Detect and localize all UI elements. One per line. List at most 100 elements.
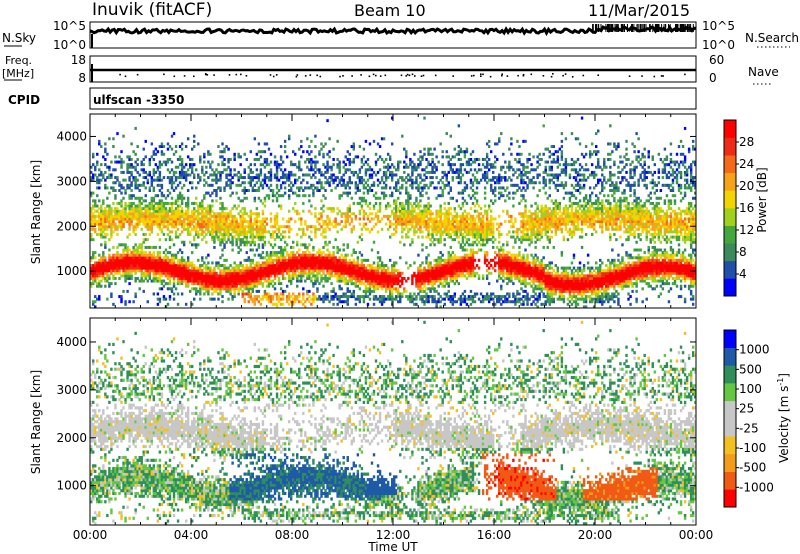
scatter-cell	[215, 225, 218, 229]
scatter-cell	[130, 264, 133, 268]
scatter-cell	[142, 220, 145, 224]
scatter-cell	[247, 176, 250, 180]
scatter-cell	[435, 155, 438, 159]
scatter-cell	[421, 248, 424, 252]
scatter-cell	[243, 168, 246, 172]
scatter-cell	[178, 220, 182, 224]
scatter-cell	[207, 284, 210, 288]
scatter-cell	[330, 189, 333, 192]
scatter-cell	[403, 178, 406, 182]
scatter-cell	[239, 279, 242, 283]
scatter-cell	[116, 269, 119, 273]
scatter-cell	[146, 279, 149, 283]
scatter-cell	[122, 225, 125, 229]
scatter-cell	[390, 297, 394, 301]
scatter-cell	[120, 266, 123, 270]
scatter-cell	[92, 271, 95, 275]
scatter-cell	[231, 287, 234, 291]
scatter-cell	[229, 157, 232, 161]
scatter-cell	[225, 227, 228, 231]
scatter-cell	[98, 295, 101, 299]
scatter-cell	[437, 258, 440, 262]
scatter-cell	[409, 295, 412, 299]
scatter-cell	[205, 225, 208, 229]
scatter-cell	[324, 266, 327, 270]
scatter-cell	[267, 269, 271, 273]
scatter-cell	[285, 284, 289, 288]
scatter-cell	[241, 266, 244, 270]
scatter-cell	[267, 279, 271, 283]
scatter-cell	[437, 297, 440, 301]
scatter-cell	[209, 217, 212, 221]
scatter-cell	[164, 217, 168, 221]
scatter-cell	[180, 165, 184, 169]
scatter-cell	[304, 256, 307, 260]
scatter-cell	[209, 274, 212, 278]
scatter-cell	[207, 150, 210, 154]
scatter-cell	[437, 238, 440, 242]
scatter-cell	[142, 258, 145, 262]
scatter-cell	[324, 253, 327, 257]
scatter-cell	[213, 227, 216, 231]
scatter-cell	[437, 209, 440, 213]
scatter-cell	[304, 305, 307, 309]
scatter-cell	[233, 279, 236, 283]
scatter-cell	[279, 163, 283, 167]
scatter-cell	[257, 289, 261, 293]
scatter-cell	[221, 264, 224, 268]
scatter-cell	[118, 155, 121, 159]
scatter-cell	[168, 276, 172, 280]
scatter-cell	[205, 269, 208, 273]
scatter-cell	[213, 235, 216, 239]
scatter-cell	[405, 150, 408, 154]
nave-point	[342, 75, 344, 77]
scatter-cell	[140, 217, 143, 221]
scatter-cell	[421, 214, 424, 218]
scatter-cell	[156, 214, 160, 218]
nave-point	[420, 75, 423, 77]
scatter-cell	[376, 279, 380, 283]
beam-title: Beam 10	[354, 1, 426, 20]
scatter-cell	[219, 279, 222, 283]
scatter-cell	[146, 178, 149, 182]
nave-point	[597, 74, 599, 76]
scatter-cell	[346, 181, 349, 185]
scatter-cell	[211, 279, 214, 283]
scatter-cell	[197, 220, 200, 224]
scatter-cell	[423, 204, 426, 208]
scatter-cell	[273, 238, 277, 242]
scatter-cell	[213, 214, 216, 218]
scatter-cell	[235, 271, 238, 275]
scatter-cell	[227, 227, 230, 231]
scatter-cell	[150, 176, 154, 180]
scatter-cell	[421, 271, 424, 275]
scatter-cell	[122, 289, 125, 293]
scatter-cell	[378, 271, 382, 275]
scatter-cell	[388, 271, 392, 275]
scatter-cell	[320, 276, 323, 280]
scatter-cell	[182, 222, 186, 226]
scatter-cell	[393, 199, 396, 203]
scatter-cell	[219, 217, 222, 221]
scatter-cell	[162, 145, 166, 149]
scatter-cell	[104, 264, 107, 268]
scatter-cell	[150, 201, 154, 205]
nave-point	[119, 73, 121, 76]
scatter-cell	[324, 297, 327, 301]
scatter-cell	[348, 186, 351, 190]
scatter-cell	[308, 264, 311, 268]
scatter-cell	[308, 194, 311, 198]
scatter-cell	[283, 168, 287, 172]
scatter-cell	[134, 214, 137, 218]
scatter-cell	[225, 276, 228, 280]
scatter-cell	[152, 253, 156, 257]
scatter-cell	[292, 269, 295, 273]
scatter-cell	[411, 173, 414, 177]
scatter-cell	[350, 279, 353, 283]
scatter-cell	[354, 181, 358, 185]
scatter-cell	[128, 204, 131, 208]
scatter-cell	[265, 163, 269, 167]
scatter-cell	[302, 189, 305, 192]
scatter-cell	[352, 282, 356, 286]
scatter-cell	[328, 183, 331, 187]
